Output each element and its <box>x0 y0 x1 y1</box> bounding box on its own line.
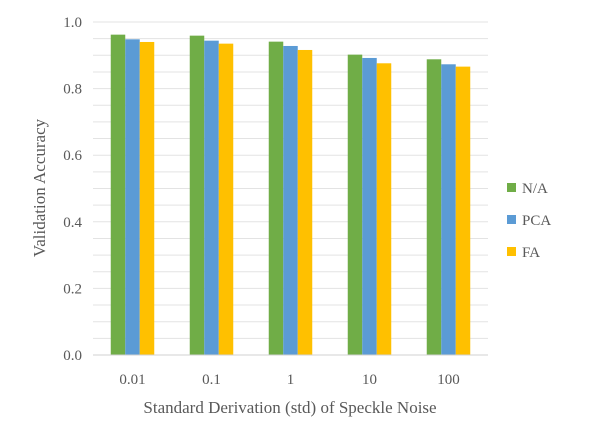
bar <box>455 66 471 355</box>
bar <box>297 49 313 356</box>
bar <box>347 54 363 355</box>
y-tick-labels: 0.0 0.2 0.4 0.6 0.8 1.0 <box>63 15 82 364</box>
bar <box>139 41 155 355</box>
y-tick-label: 0.4 <box>63 215 82 231</box>
y-tick-label: 1.0 <box>63 15 82 31</box>
x-tick-labels: 0.01 0.1 1 10 100 <box>119 372 459 388</box>
bar <box>283 45 298 355</box>
bar <box>125 39 140 355</box>
y-tick-label: 0.2 <box>63 281 82 297</box>
bar <box>218 43 234 356</box>
y-tick-label: 0.8 <box>63 82 82 98</box>
bar <box>376 63 392 356</box>
bar <box>268 41 284 355</box>
legend-label: N/A <box>522 181 548 197</box>
bar <box>426 59 442 356</box>
y-axis-title: Validation Accuracy <box>30 118 49 257</box>
y-tick-label: 0.6 <box>63 148 82 164</box>
bar <box>441 64 456 355</box>
legend-label: FA <box>522 245 540 261</box>
x-tick-label: 1 <box>287 372 295 388</box>
x-axis-title: Standard Derivation (std) of Speckle Noi… <box>143 398 436 417</box>
x-tick-label: 10 <box>362 372 377 388</box>
bar <box>110 34 126 356</box>
bars <box>110 34 471 356</box>
bar <box>189 35 205 355</box>
bar <box>362 57 377 356</box>
y-tick-label: 0.0 <box>63 348 82 364</box>
legend-swatch <box>507 247 516 256</box>
x-tick-label: 100 <box>437 372 460 388</box>
bar <box>204 40 219 355</box>
legend-label: PCA <box>522 213 551 229</box>
x-tick-label: 0.01 <box>119 372 145 388</box>
legend: N/A PCA FA <box>507 181 551 261</box>
legend-swatch <box>507 215 516 224</box>
x-tick-label: 0.1 <box>202 372 221 388</box>
legend-swatch <box>507 183 516 192</box>
